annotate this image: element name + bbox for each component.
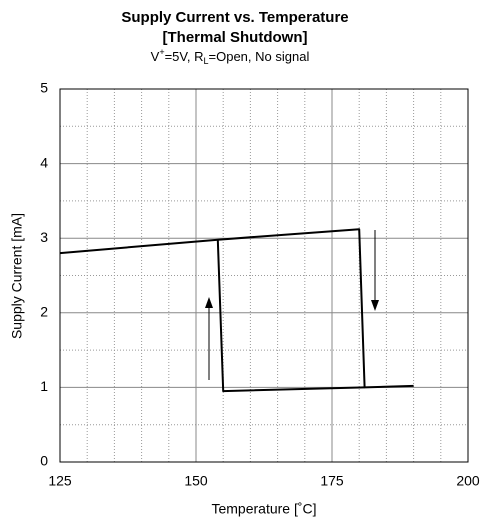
y-tick-label: 1 bbox=[40, 378, 48, 394]
y-tick-label: 3 bbox=[40, 229, 48, 245]
data-line bbox=[59, 228, 414, 389]
y-tick-label: 2 bbox=[40, 304, 48, 320]
annotation-arrows bbox=[205, 230, 379, 380]
subtitle-part: L bbox=[204, 56, 209, 66]
grid bbox=[59, 88, 469, 463]
subtitle-part: =Open, No signal bbox=[209, 49, 310, 64]
x-axis-label: Temperature [˚C] bbox=[211, 501, 316, 517]
data-line bbox=[216, 239, 365, 393]
x-tick-label: 200 bbox=[456, 473, 480, 489]
subtitle-part: V bbox=[151, 49, 160, 64]
x-tick-label: 175 bbox=[320, 473, 344, 489]
subtitle-part: =5V, R bbox=[165, 49, 204, 64]
chart-subtitle: V+=5V, RL=Open, No signal bbox=[151, 47, 310, 66]
x-tick-label: 125 bbox=[48, 473, 72, 489]
plot bbox=[59, 228, 414, 393]
plot-frame bbox=[59, 88, 469, 463]
y-tick-label: 4 bbox=[40, 154, 48, 170]
x-tick-label: 150 bbox=[184, 473, 208, 489]
subtitle-part: + bbox=[159, 47, 164, 57]
y-tick-label: 0 bbox=[40, 453, 48, 469]
chart-title: [Thermal Shutdown] bbox=[163, 29, 308, 46]
arrow-head bbox=[205, 297, 213, 308]
y-axis-label: Supply Current [mA] bbox=[9, 213, 25, 339]
chart-title: Supply Current vs. Temperature bbox=[121, 9, 348, 26]
y-tick-label: 5 bbox=[40, 80, 48, 96]
arrow-head bbox=[371, 300, 379, 311]
